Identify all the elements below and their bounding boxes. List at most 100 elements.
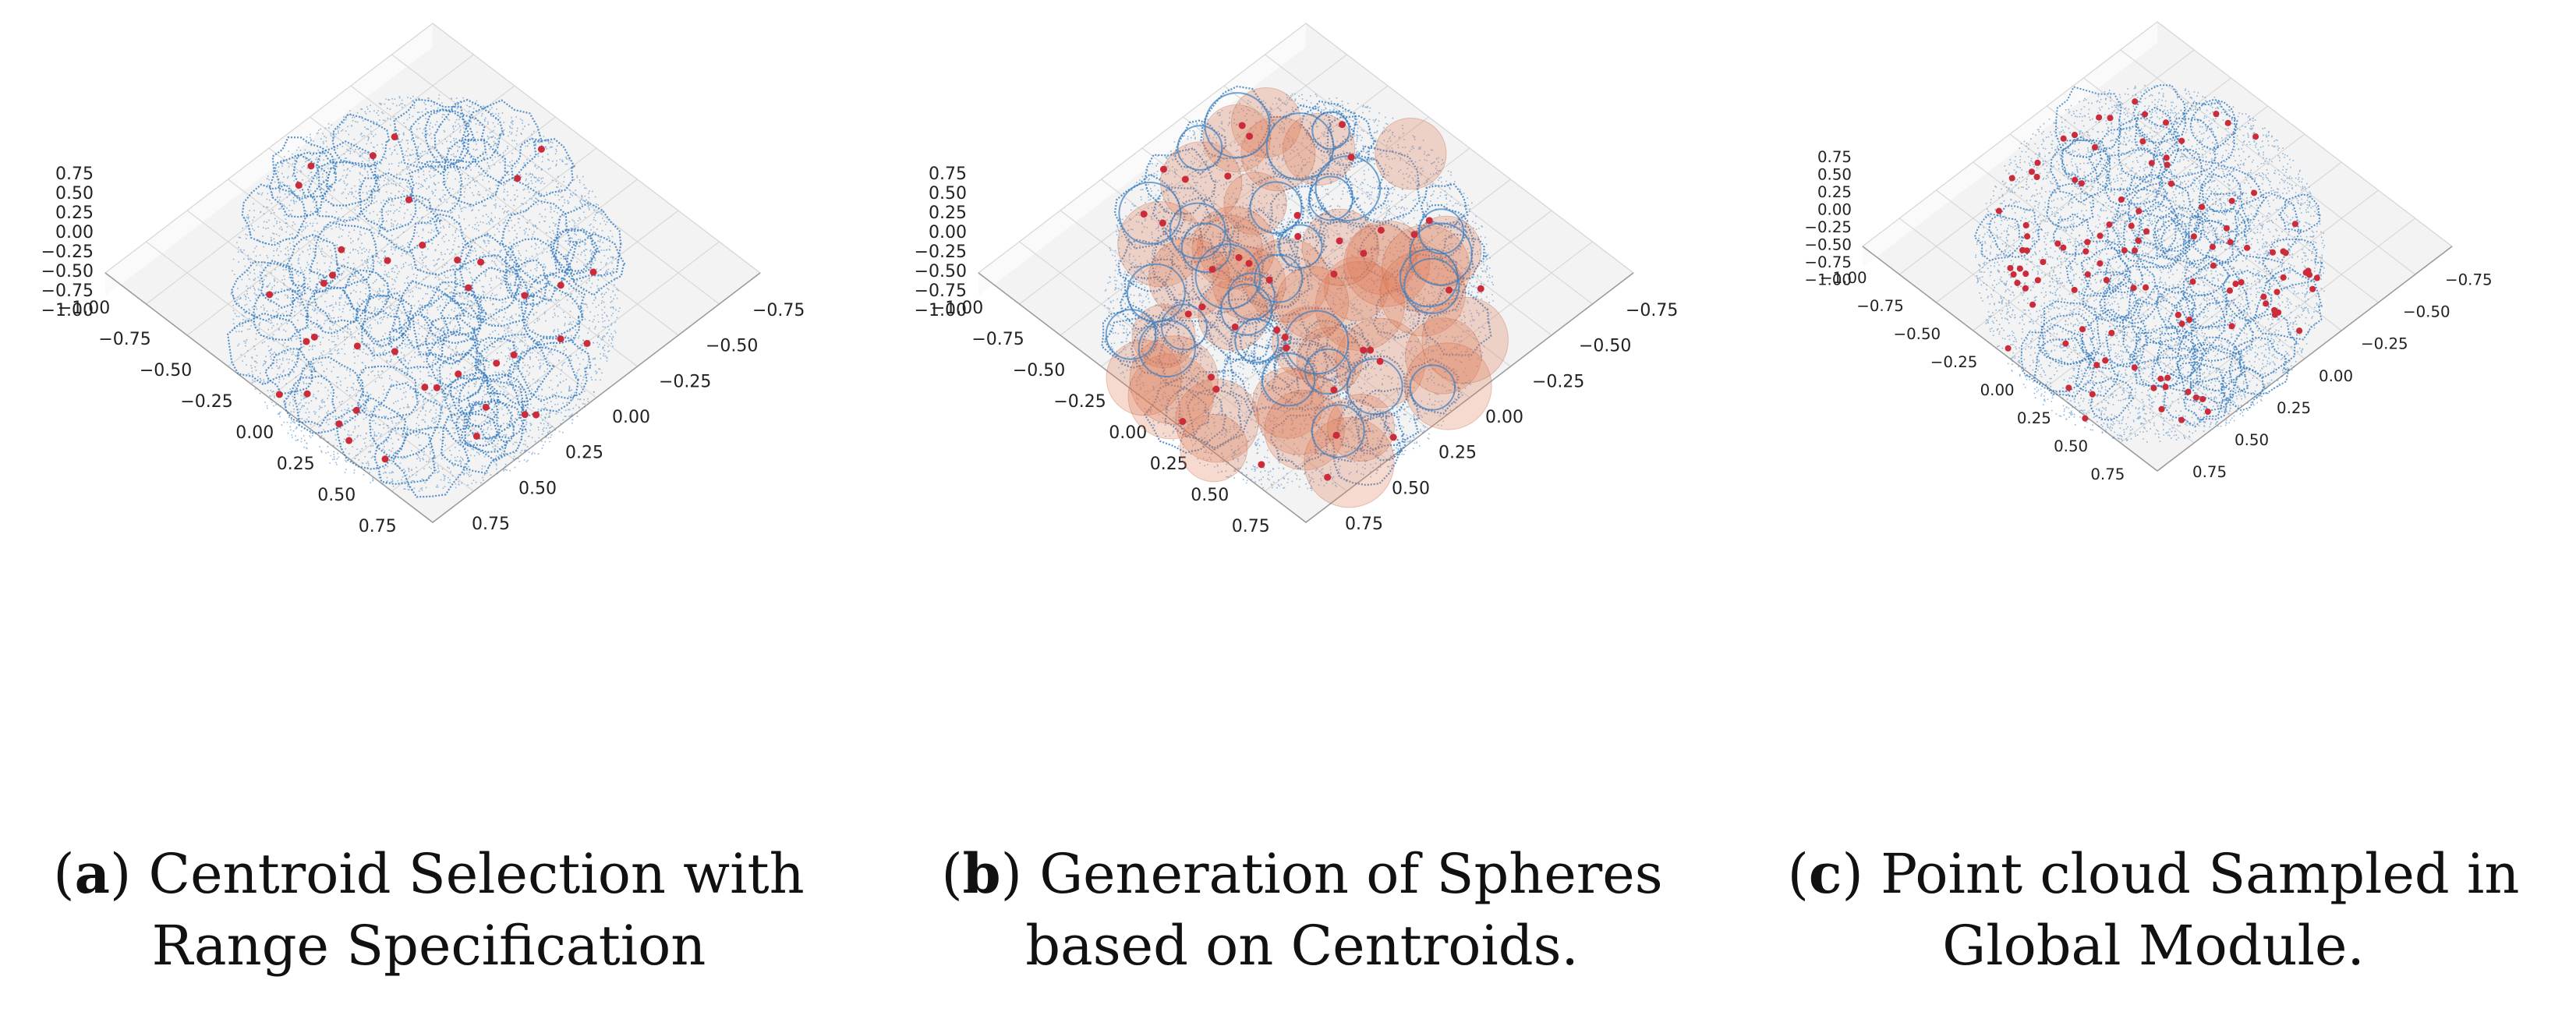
cell-outline <box>520 282 585 347</box>
y-tick-label: 0.50 <box>2235 431 2269 449</box>
centroid-dot <box>2005 345 2012 352</box>
caption-c: (c) Point cloud Sampled in Global Module… <box>1787 841 2520 978</box>
grid-line <box>310 179 638 430</box>
centroid-dot <box>2135 237 2142 244</box>
cell-outline <box>2054 86 2122 158</box>
cell-outline <box>475 333 557 405</box>
cell-outline <box>1332 414 1403 487</box>
centroid-dot <box>2275 309 2282 316</box>
grid-line <box>1223 210 1552 461</box>
cell-outline <box>2178 277 2228 329</box>
cell-outline-top <box>1418 208 1465 255</box>
cell-outline <box>2252 267 2323 341</box>
cell-outline <box>2132 84 2187 144</box>
sphere <box>1343 220 1431 307</box>
centroid-dot <box>2034 159 2041 166</box>
centroid-dot <box>295 182 303 189</box>
centroid-dot <box>2019 246 2026 253</box>
grid-line <box>1019 241 1347 492</box>
cell-outline <box>451 254 519 321</box>
centroid-dot <box>2204 408 2211 416</box>
caption-a-line2: Range Specification <box>151 914 706 978</box>
x-tick-label: −0.50 <box>1894 325 1941 343</box>
centroid-dot <box>381 455 389 463</box>
cell-outline <box>1358 221 1417 281</box>
grid-line <box>268 147 597 398</box>
centroid-dot <box>2228 197 2235 204</box>
cell-outline <box>2228 336 2290 396</box>
centroid-dot <box>421 384 429 391</box>
centroid-dot <box>2079 326 2086 333</box>
cell-outline-top <box>1169 202 1226 260</box>
cell-outline <box>466 380 527 441</box>
y-tick-label: 0.25 <box>1438 444 1477 463</box>
cell-outline-top <box>1105 309 1157 360</box>
sphere <box>1315 260 1405 352</box>
centroid-dot <box>2260 293 2267 300</box>
cell-outline <box>2167 292 2227 352</box>
centroid-dot <box>1347 154 1355 161</box>
centroid-dot <box>2190 233 2197 240</box>
sphere <box>1148 237 1230 319</box>
x-tick-label: −0.25 <box>1053 392 1106 412</box>
cell-outline <box>1176 369 1254 451</box>
cell-outline <box>2152 218 2195 260</box>
cell-outline <box>306 161 381 222</box>
centroid-dot <box>2084 239 2091 246</box>
cell-outline <box>460 398 515 453</box>
x-tick-label: −0.50 <box>140 361 192 380</box>
x-tick-label: 0.75 <box>359 517 397 536</box>
centroid-dot <box>1281 333 1289 341</box>
centroid-dot <box>2131 364 2138 371</box>
centroid-dot <box>1995 207 2002 214</box>
centroid-dot <box>2034 277 2041 284</box>
centroid-dot <box>1376 357 1384 365</box>
x-tick-label: 0.25 <box>2017 409 2051 427</box>
centroid-dot <box>482 403 490 411</box>
centroid-dot <box>465 284 472 292</box>
centroid-dot <box>2071 286 2078 293</box>
cell-outline-top <box>1311 111 1350 150</box>
cell-outline <box>1207 298 1277 363</box>
grid-line <box>228 179 556 430</box>
centroid-dot <box>1258 461 1265 469</box>
centroid-dot <box>2174 311 2181 318</box>
centroid-dot <box>307 162 315 170</box>
cell-outline-top <box>1308 175 1353 221</box>
cell-outline <box>1101 303 1158 363</box>
sphere <box>1252 366 1324 439</box>
cell-outline <box>1305 323 1374 384</box>
centroid-dot <box>1140 211 1148 218</box>
cell-outline <box>2088 125 2157 191</box>
z-tick-label: 0.50 <box>55 184 94 203</box>
centroid-dot <box>2251 189 2258 196</box>
cell-outline <box>2232 311 2299 379</box>
grid-line <box>1060 210 1389 461</box>
centroid-dot <box>2082 415 2089 422</box>
cell-outline <box>2261 239 2323 291</box>
centroid-dot <box>557 335 564 343</box>
z-tick-label: 0.00 <box>1817 201 1852 219</box>
plot-c: 0.750.500.250.00−0.25−0.50−0.75−1.00−1.0… <box>1804 21 2493 483</box>
cell-outline <box>2220 366 2266 412</box>
centroid-dot <box>2164 161 2171 168</box>
panel-b: 0.75 0.50 0.25 0.00 −0.25 −0.50 −0.75 −1.00 −1.0… <box>873 0 1731 1012</box>
y-tick-label: −0.25 <box>1532 372 1584 391</box>
grid-line <box>391 241 720 492</box>
cell-outline <box>1151 228 1223 303</box>
centroid-dot <box>266 291 274 299</box>
centroid-dot <box>1336 237 1343 245</box>
sphere <box>1180 414 1248 483</box>
x-tick-label: −0.25 <box>180 392 232 412</box>
centroid-dot <box>2224 119 2231 126</box>
centroid-dot <box>2091 143 2099 151</box>
point-cloud <box>227 94 627 498</box>
cell-outline <box>271 136 336 200</box>
centroid-dot <box>2150 384 2157 391</box>
z-tick-label: 0.75 <box>929 165 967 184</box>
cell-outline <box>2049 140 2111 204</box>
cell-outline-top <box>1220 283 1273 336</box>
y-tick-label: 0.50 <box>518 479 557 498</box>
centroid-dot <box>1184 310 1192 318</box>
cell-outline <box>313 264 372 324</box>
